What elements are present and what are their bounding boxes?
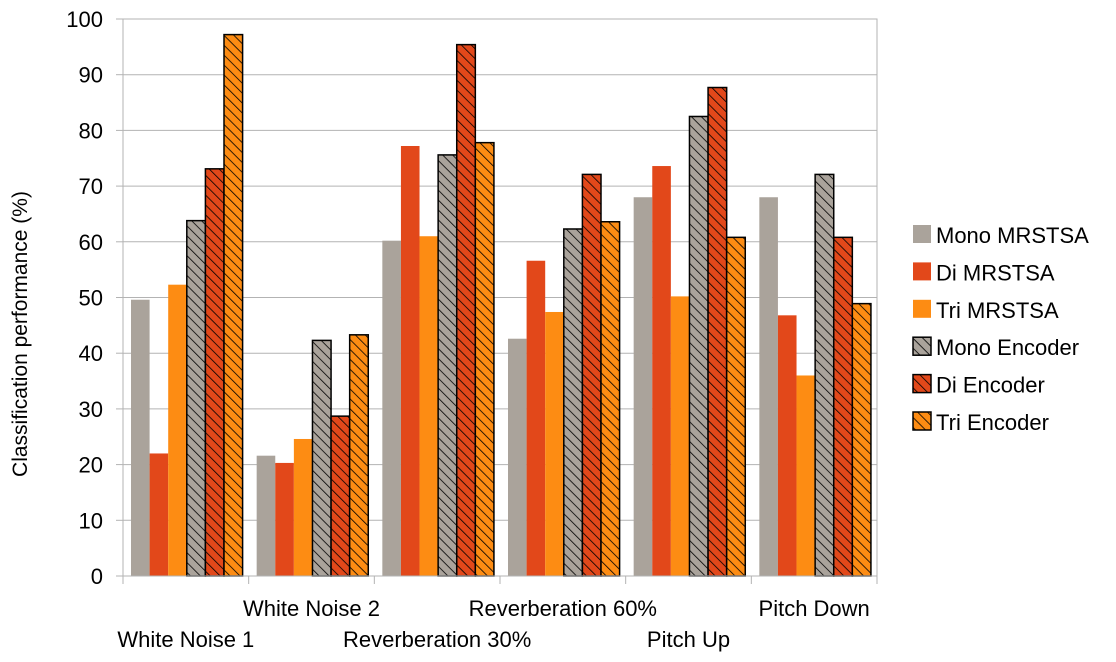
bar	[168, 284, 187, 576]
bar	[600, 220, 621, 577]
legend-swatch	[912, 336, 932, 356]
bar	[400, 145, 420, 576]
bar	[652, 166, 671, 576]
legend-label: Tri MRSTSA	[936, 298, 1059, 323]
bar	[256, 455, 276, 576]
y-tick-label: 90	[79, 63, 103, 88]
legend-swatch	[913, 262, 931, 281]
x-tick-labels: White Noise 1 White Noise 2 Reverberation …	[117, 596, 869, 652]
legend-label: Di Encoder	[936, 373, 1045, 398]
bar	[563, 228, 584, 577]
bar	[688, 115, 709, 577]
legend-swatch	[912, 373, 932, 394]
legend-swatch	[913, 225, 931, 243]
bar	[707, 86, 728, 577]
bar	[437, 154, 458, 577]
legend-label: Mono Encoder	[936, 335, 1079, 360]
bar	[223, 33, 244, 577]
bar	[419, 236, 439, 577]
y-tick-label: 30	[79, 397, 103, 422]
bar	[131, 299, 150, 576]
legend-swatch	[913, 299, 931, 318]
y-tick-label: 70	[79, 174, 103, 199]
bar	[275, 462, 294, 576]
bar	[759, 197, 778, 577]
bar	[851, 302, 872, 577]
bar	[474, 141, 495, 577]
bar	[796, 375, 816, 576]
legend: Mono MRSTSA Di MRSTSA Tri MRSTSA Mono Encod…	[912, 223, 1089, 435]
legend-label: Di MRSTSA	[936, 260, 1055, 285]
bar	[455, 43, 477, 577]
y-tick-label: 80	[79, 118, 103, 143]
bar	[330, 415, 351, 577]
x-tick-label: Pitch Down	[759, 596, 870, 621]
bar	[832, 236, 854, 577]
y-tick-labels: 0 10 20 30 40 50 60 70 80 90 100	[66, 7, 103, 589]
bar	[633, 197, 653, 577]
y-tick-label: 50	[79, 286, 103, 311]
y-axis-label: Classification performance (%)	[9, 191, 32, 477]
x-tick-label: White Noise 1	[117, 627, 254, 652]
bars	[131, 33, 872, 577]
y-tick-label: 20	[79, 453, 103, 478]
bar	[293, 438, 313, 576]
legend-label: Tri Encoder	[936, 410, 1049, 435]
bar	[204, 168, 225, 577]
bar	[725, 236, 747, 577]
x-tick-label: White Noise 2	[243, 596, 380, 621]
legend-label: Mono MRSTSA	[936, 223, 1089, 248]
bar	[581, 173, 602, 577]
bar	[311, 339, 332, 577]
y-tick-label: 100	[66, 7, 103, 32]
bar	[348, 334, 370, 577]
bar	[526, 260, 546, 576]
legend-swatch	[912, 411, 932, 431]
bar	[508, 338, 527, 576]
bar	[814, 173, 835, 577]
bar	[382, 240, 401, 576]
y-tick-label: 40	[79, 341, 103, 366]
axes	[116, 18, 878, 584]
bar	[545, 311, 564, 576]
bar	[777, 315, 797, 576]
x-tick-label: Reverberation 30%	[343, 627, 531, 652]
y-tick-label: 0	[91, 564, 103, 589]
x-tick-label: Reverberation 60%	[469, 596, 657, 621]
bar	[670, 296, 690, 576]
bar	[149, 453, 169, 576]
x-tick-label: Pitch Up	[647, 627, 730, 652]
bar	[186, 219, 207, 577]
y-tick-label: 10	[79, 508, 103, 533]
y-tick-label: 60	[79, 230, 103, 255]
